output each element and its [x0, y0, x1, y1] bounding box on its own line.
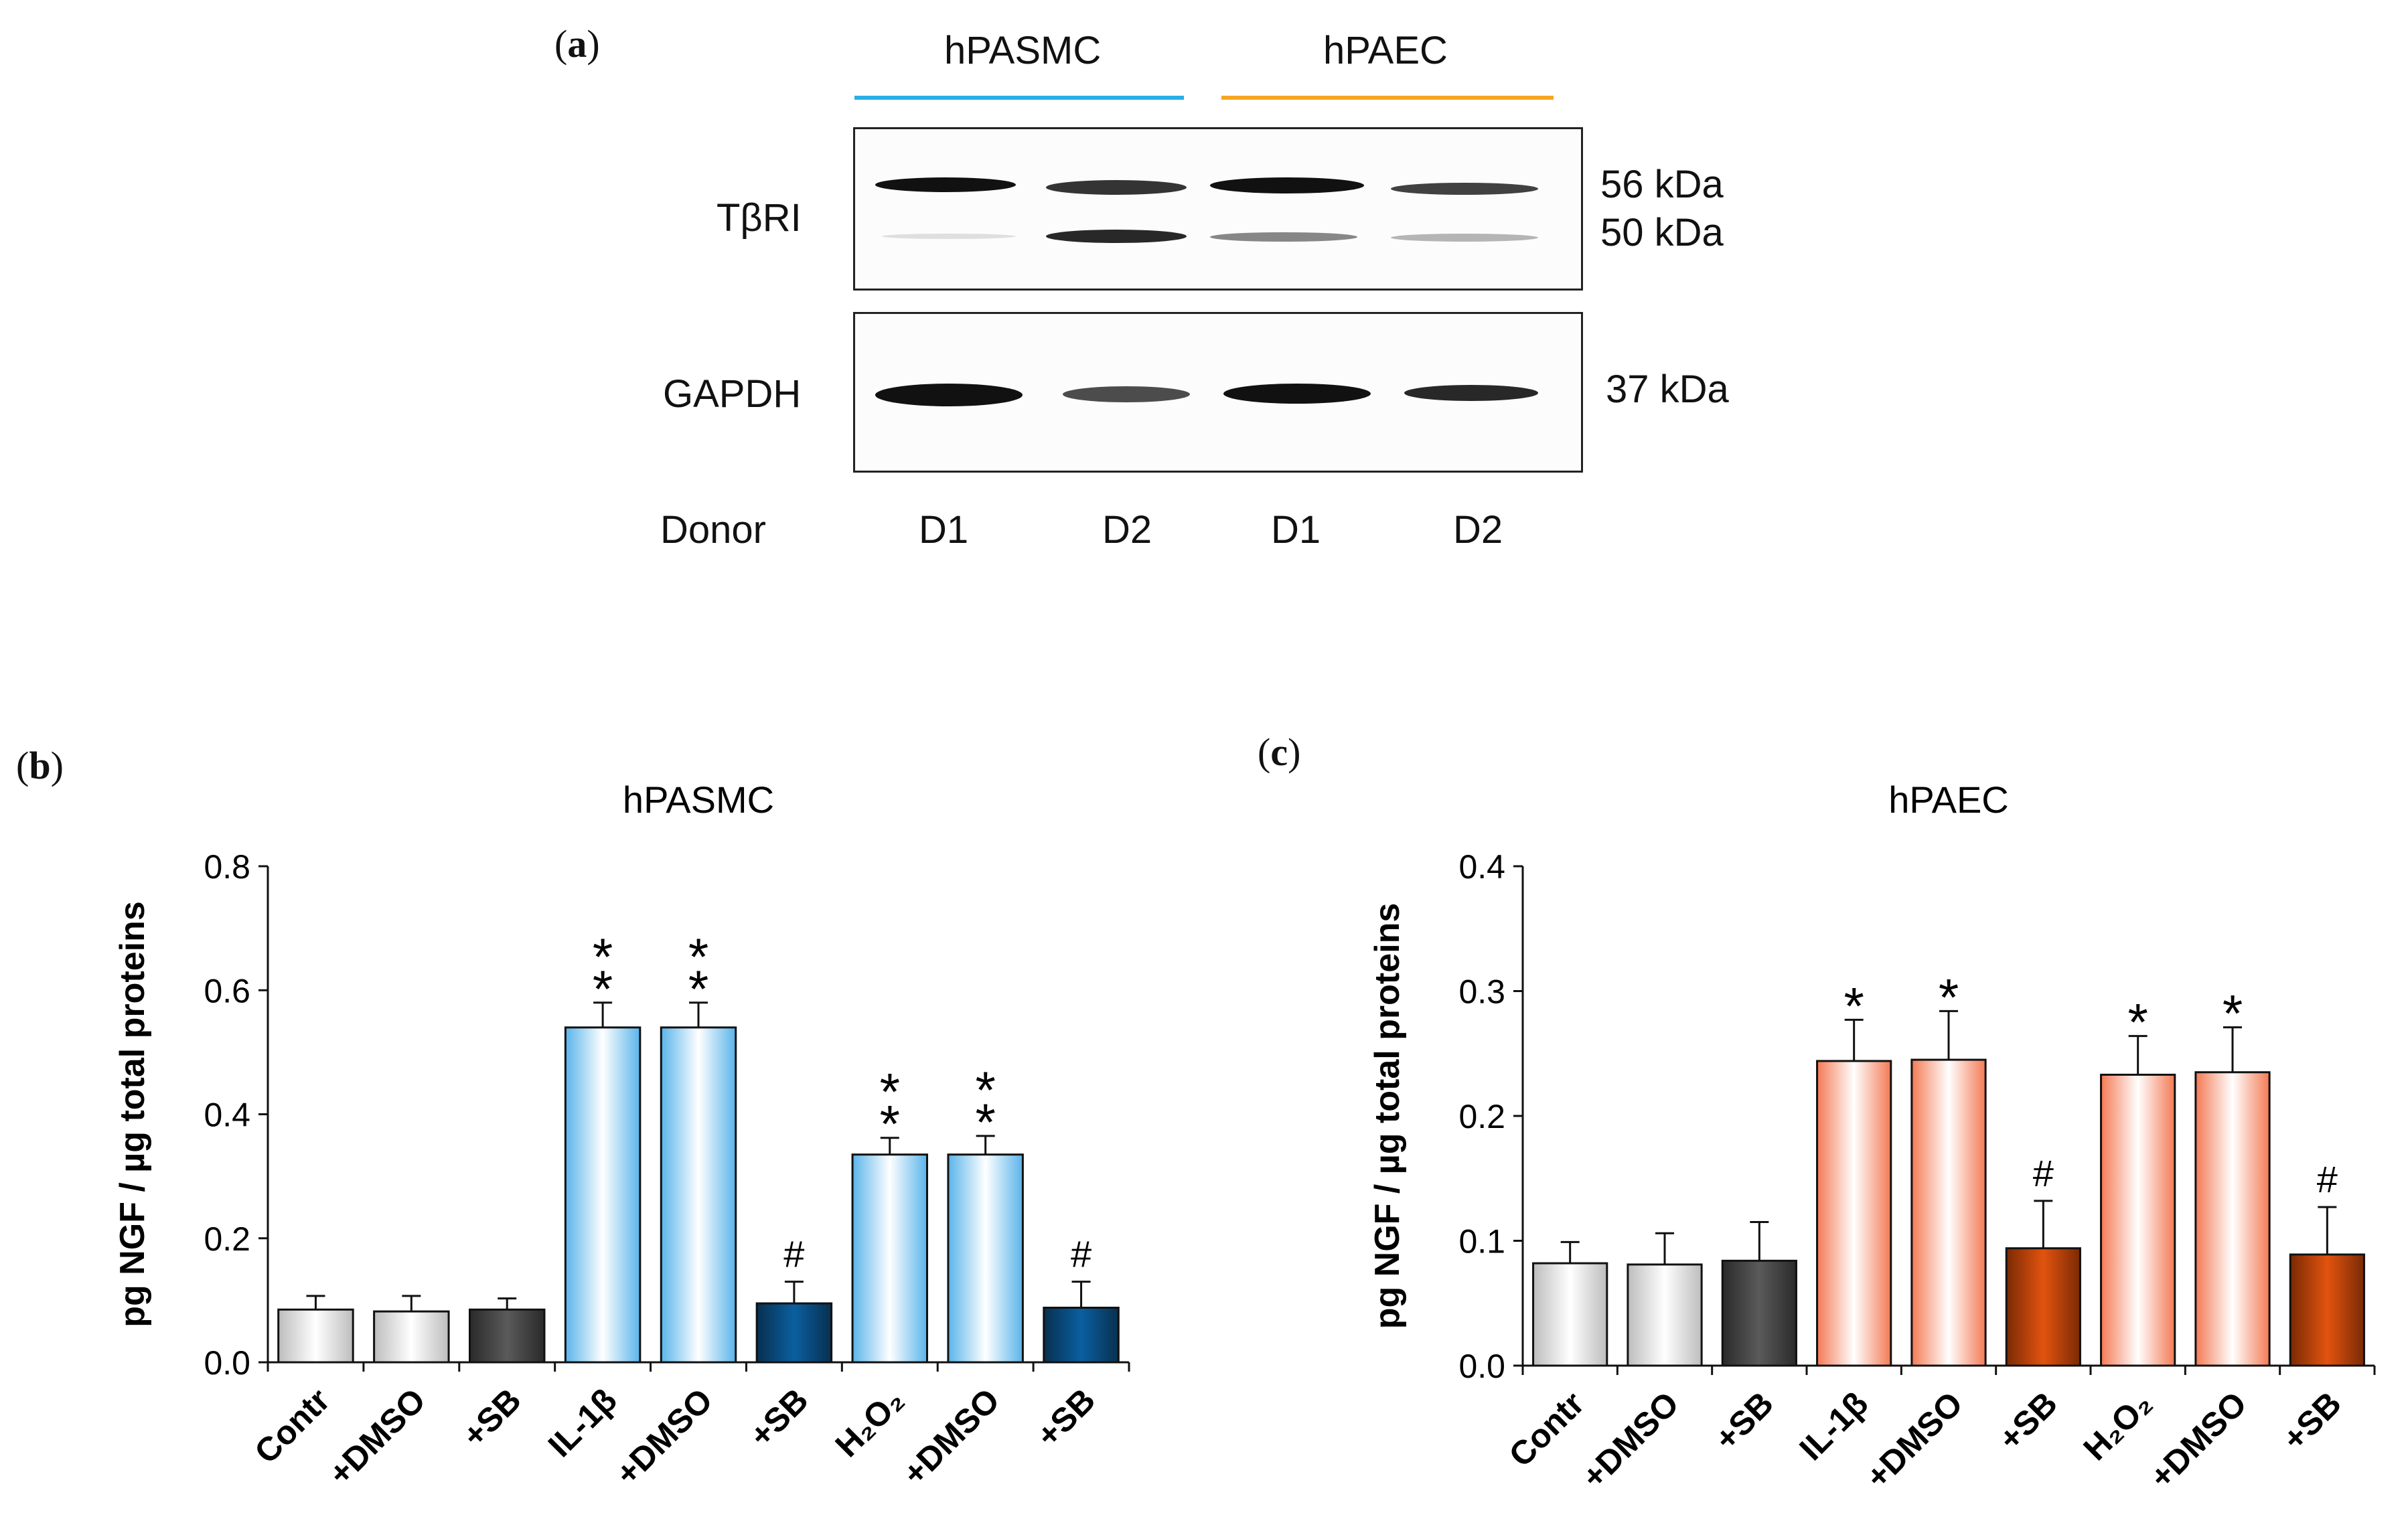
category-label: +SB	[1708, 1384, 1781, 1457]
significance-mark: *	[880, 1062, 900, 1121]
bar	[373, 1310, 450, 1364]
bar	[277, 1308, 354, 1364]
category-label: +DMSO	[895, 1381, 1006, 1492]
band	[875, 177, 1016, 192]
group-line-hpasmc	[854, 96, 1184, 100]
donor-lane-4: D2	[1453, 508, 1503, 552]
bar	[2100, 1073, 2176, 1367]
bar	[851, 1153, 929, 1364]
y-axis-label: pg NGF / µg total proteins	[1368, 903, 1407, 1329]
panel-a-label: (a)	[554, 22, 600, 66]
category-label: Contr	[1502, 1384, 1592, 1474]
category-label: +SB	[742, 1381, 815, 1454]
category-label: +SB	[2275, 1384, 2348, 1457]
significance-mark: *	[688, 927, 708, 986]
bar	[1043, 1306, 1120, 1364]
significance-mark: *	[975, 1093, 995, 1151]
category-label: +DMSO	[608, 1381, 719, 1492]
band	[1210, 177, 1364, 193]
bar	[564, 1026, 642, 1364]
category-label: +DMSO	[1574, 1384, 1685, 1495]
band	[1391, 234, 1538, 242]
y-tick-label: 0.8	[204, 848, 250, 886]
significance-mark: #	[2033, 1152, 2054, 1194]
significance-mark: #	[783, 1233, 804, 1275]
bar	[1910, 1058, 1987, 1367]
y-tick-label: 0.2	[204, 1220, 250, 1258]
category-label: +DMSO	[1858, 1384, 1969, 1495]
chart-b: hPASMC pg NGF / µg total proteins 0.0 0.2 0.…	[113, 779, 1130, 1492]
y-tick-label: 0.4	[204, 1097, 250, 1134]
category-label: Contr	[247, 1381, 337, 1471]
bar	[2289, 1253, 2365, 1367]
band	[1210, 232, 1357, 242]
significance-mark: *	[880, 1095, 900, 1153]
band	[1046, 180, 1187, 195]
band	[1046, 230, 1187, 243]
significance-mark: *	[593, 959, 613, 1018]
y-tick-label: 0.6	[204, 972, 250, 1009]
band	[875, 384, 1023, 406]
bar	[660, 1026, 737, 1364]
y-tick-label: 0.2	[1458, 1098, 1505, 1135]
bar	[2194, 1071, 2271, 1367]
category-label: H₂O₂	[828, 1381, 911, 1464]
significance-mark: *	[593, 927, 613, 986]
bar	[1627, 1263, 1703, 1367]
band	[1404, 385, 1538, 401]
significance-mark: *	[688, 959, 708, 1018]
bar	[755, 1302, 833, 1364]
blot-gapdh	[853, 312, 1583, 473]
bar	[468, 1308, 546, 1364]
y-tick-label: 0.4	[1458, 848, 1505, 886]
significance-mark: *	[975, 1060, 995, 1119]
kda-56: 56 kDa	[1600, 163, 1724, 206]
significance-mark: #	[1071, 1233, 1092, 1275]
bar	[1816, 1060, 1892, 1367]
band	[882, 234, 1016, 239]
category-label: +DMSO	[2142, 1384, 2253, 1495]
y-axis-label: pg NGF / µg total proteins	[113, 901, 152, 1327]
category-label: IL-1β	[541, 1381, 624, 1464]
band	[1223, 384, 1371, 404]
y-tick-label: 0.0	[1458, 1348, 1505, 1385]
significance-mark: *	[1939, 967, 1959, 1026]
bar	[947, 1153, 1024, 1364]
panel-b-label: (b)	[16, 744, 64, 787]
donor-lane-1: D1	[919, 508, 969, 552]
significance-mark: #	[2317, 1158, 2338, 1200]
category-label: +SB	[1029, 1381, 1102, 1454]
significance-mark: *	[2223, 984, 2243, 1043]
band	[1063, 386, 1190, 402]
kda-50: 50 kDa	[1600, 211, 1724, 254]
chart-c: hPAEC pg NGF / µg total proteins 0.0 0.1 0.2…	[1368, 779, 2376, 1495]
donor-lane-3: D1	[1271, 508, 1321, 552]
group-label-hpasmc: hPASMC	[944, 29, 1102, 72]
chart-title: hPAEC	[1888, 779, 2008, 821]
row-label-tbri: TβRI	[717, 196, 802, 240]
blot-tbri	[853, 127, 1583, 291]
y-tick-label: 0.3	[1458, 973, 1505, 1011]
category-label: H₂O₂	[2076, 1384, 2159, 1467]
group-label-hpaec: hPAEC	[1323, 29, 1448, 72]
kda-37: 37 kDa	[1606, 368, 1729, 411]
significance-mark: *	[1843, 976, 1864, 1035]
category-label: +SB	[455, 1381, 528, 1454]
group-line-hpaec	[1221, 96, 1554, 100]
panel-c-label: (c)	[1258, 730, 1301, 774]
y-tick-label: 0.0	[204, 1344, 250, 1382]
bar	[1721, 1259, 1797, 1367]
category-label: +SB	[1991, 1384, 2064, 1457]
category-label: IL-1β	[1792, 1384, 1875, 1467]
significance-mark: *	[2127, 993, 2148, 1052]
y-tick-label: 0.1	[1458, 1223, 1505, 1261]
donor-label: Donor	[660, 508, 766, 552]
row-label-gapdh: GAPDH	[663, 372, 802, 416]
bar	[1532, 1262, 1608, 1367]
chart-title: hPASMC	[623, 779, 774, 821]
bar	[2005, 1247, 2081, 1367]
donor-lane-2: D2	[1102, 508, 1152, 552]
category-label: +DMSO	[321, 1381, 433, 1492]
band	[1391, 183, 1538, 195]
